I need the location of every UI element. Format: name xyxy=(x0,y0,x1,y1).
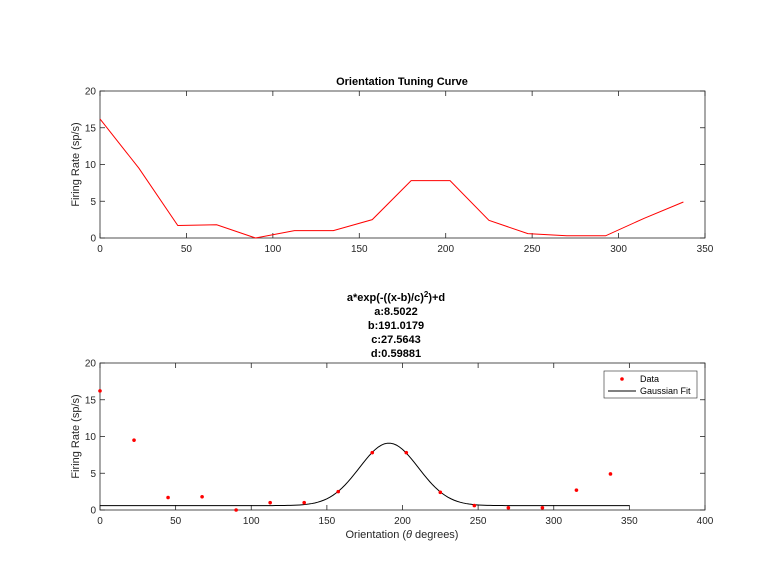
chart2-x-ticks: 0 50 100 150 200 250 300 350 400 xyxy=(97,363,714,527)
x-tick-label: 50 xyxy=(170,516,182,527)
x-tick-label: 350 xyxy=(697,244,714,255)
data-point xyxy=(166,495,170,500)
y-tick-label: 10 xyxy=(85,432,97,443)
x-tick-label: 350 xyxy=(621,516,638,527)
chart2-y-ticks: 0 5 10 15 20 xyxy=(85,359,705,517)
y-tick-label: 15 xyxy=(85,123,97,134)
data-point xyxy=(540,505,545,510)
data-point xyxy=(472,503,477,508)
gaussian-fit-line xyxy=(100,442,630,507)
x-tick-label: 100 xyxy=(243,516,260,527)
x-tick-label: 50 xyxy=(181,244,193,255)
y-tick-label: 0 xyxy=(90,506,96,517)
chart2-x-axis-label-suffix: degrees) xyxy=(412,529,458,541)
data-point xyxy=(438,490,443,495)
x-tick-label: 150 xyxy=(351,244,368,255)
chart2-x-axis-label-prefix: Orientation ( xyxy=(346,529,407,541)
chart2-x-axis-label: Orientation (θ degrees) xyxy=(346,529,459,541)
y-tick-label: 10 xyxy=(85,160,97,171)
x-tick-label: 150 xyxy=(319,516,336,527)
data-point xyxy=(302,500,306,505)
x-tick-label: 0 xyxy=(97,516,103,527)
chart1-y-ticks: 0 5 10 15 20 xyxy=(85,87,705,245)
chart2-title: a*exp(-((x-b)/c)2)+d a:8.5022 b:191.0179… xyxy=(347,290,445,360)
x-tick-label: 100 xyxy=(265,244,282,255)
x-tick-label: 300 xyxy=(545,516,562,527)
chart2-x-axis-label-symbol: θ xyxy=(406,529,412,541)
chart1-plot-area xyxy=(99,90,706,239)
data-point xyxy=(200,494,204,499)
data-point xyxy=(574,488,579,492)
y-tick-label: 5 xyxy=(90,197,96,208)
x-tick-label: 250 xyxy=(524,244,541,255)
chart2-title-line-b: b:191.0179 xyxy=(368,320,424,332)
x-tick-label: 300 xyxy=(610,244,627,255)
legend-box xyxy=(603,370,698,399)
chart1-y-axis-label: Firing Rate (sp/s) xyxy=(70,122,82,206)
y-tick-label: 5 xyxy=(90,469,96,480)
chart2-title-line-d: d:0.59881 xyxy=(371,348,421,360)
chart2-title-formula-sup: 2 xyxy=(424,290,429,299)
data-point xyxy=(336,489,341,494)
x-tick-label: 250 xyxy=(470,516,487,527)
data-point xyxy=(370,450,375,455)
chart1-series xyxy=(99,118,684,239)
legend-fit-label: Gaussian Fit xyxy=(640,386,691,396)
chart2-title-formula-head: a*exp(-((x-b)/c) xyxy=(347,292,424,304)
y-tick-label: 15 xyxy=(85,395,97,406)
legend-data-marker xyxy=(620,377,624,381)
data-point xyxy=(268,500,272,505)
x-tick-label: 200 xyxy=(394,516,411,527)
legend-data-label: Data xyxy=(640,374,659,384)
y-tick-label: 20 xyxy=(85,359,97,370)
data-point xyxy=(506,505,511,510)
chart2-legend: Data Gaussian Fit xyxy=(603,370,698,399)
tuning-curve-line xyxy=(99,118,684,239)
data-point xyxy=(98,389,102,393)
chart2-title-line-a: a:8.5022 xyxy=(374,306,417,318)
chart2-y-axis-label: Firing Rate (sp/s) xyxy=(70,394,82,478)
data-point xyxy=(234,508,238,512)
chart1-title: Orientation Tuning Curve xyxy=(336,76,468,88)
chart2-data-series xyxy=(98,389,613,512)
x-tick-label: 200 xyxy=(437,244,454,255)
data-point xyxy=(132,438,136,442)
chart2-fit-series xyxy=(100,442,630,507)
x-tick-label: 0 xyxy=(97,244,103,255)
data-point xyxy=(608,472,613,476)
tuning-curve-chart: Orientation Tuning Curve 0 50 100 150 200 250… xyxy=(70,76,714,255)
chart2-title-line-formula: a*exp(-((x-b)/c)2)+d xyxy=(347,290,445,304)
x-tick-label: 400 xyxy=(697,516,714,527)
y-tick-label: 0 xyxy=(90,234,96,245)
data-point xyxy=(404,450,409,455)
chart2-title-line-c: c:27.5643 xyxy=(371,334,421,346)
chart2-title-formula-tail: )+d xyxy=(428,292,445,304)
y-tick-label: 20 xyxy=(85,87,97,98)
gaussian-fit-chart: a*exp(-((x-b)/c)2)+d a:8.5022 b:191.0179… xyxy=(70,290,714,541)
